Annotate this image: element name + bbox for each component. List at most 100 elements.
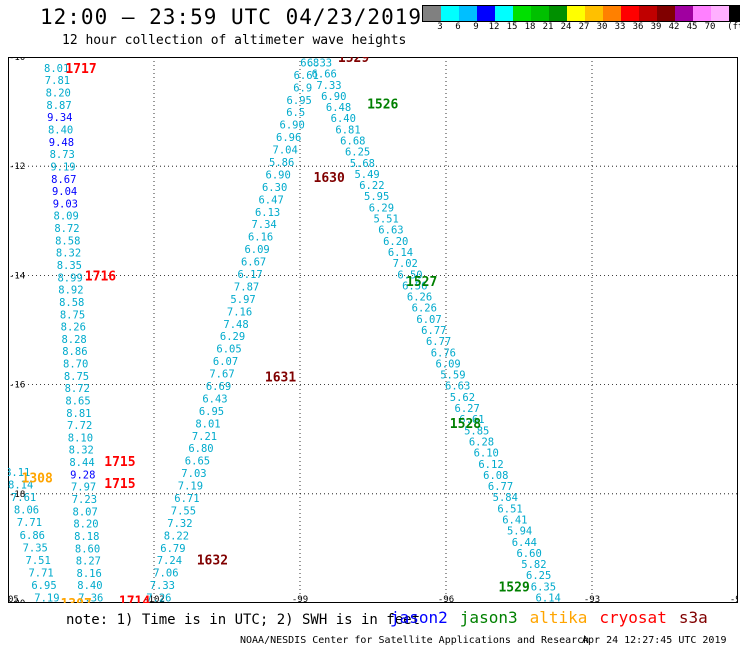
legend-swatch bbox=[549, 6, 567, 21]
wave-height-value: 6.65 bbox=[185, 456, 210, 468]
wave-height-value: 9.03 bbox=[53, 198, 78, 210]
legend-label: (ft) bbox=[727, 22, 740, 32]
wave-height-value: 7.03 bbox=[181, 468, 206, 480]
wave-height-value: 6.96 bbox=[276, 132, 301, 144]
wave-height-value: 8.72 bbox=[54, 223, 79, 235]
wave-height-value: 6.61 bbox=[459, 414, 484, 426]
legend-swatch bbox=[531, 6, 549, 21]
wave-height-value: 6.77 bbox=[488, 481, 513, 493]
wave-height-value: 9.04 bbox=[52, 186, 77, 198]
wave-height-value: 7.19 bbox=[178, 481, 203, 493]
legend-label: 15 bbox=[506, 22, 518, 32]
wave-height-value: 7.72 bbox=[67, 420, 92, 432]
satellite-legend-cryosat: cryosat bbox=[599, 608, 667, 627]
pass-time-label: 1714 bbox=[119, 594, 150, 603]
wave-height-value: 6.8 bbox=[300, 57, 319, 69]
pass-time-label: 1529 bbox=[338, 57, 369, 66]
legend-swatch bbox=[711, 6, 729, 21]
wave-height-value: 8.06 bbox=[14, 505, 39, 517]
legend-label: 70 bbox=[704, 22, 716, 32]
wave-height-value: 6.44 bbox=[512, 537, 537, 549]
pass-time-label: 1632 bbox=[197, 553, 228, 568]
wave-height-value: 6.81 bbox=[335, 124, 360, 136]
lat-tick-label: -10 bbox=[9, 57, 25, 63]
legend-swatch bbox=[657, 6, 675, 21]
lat-tick-label: -18 bbox=[9, 490, 25, 500]
pass-time-label: 1716 bbox=[85, 269, 116, 284]
legend-label: 42 bbox=[668, 22, 680, 32]
wave-height-value: 5.85 bbox=[464, 425, 489, 437]
wave-height-value: 6.80 bbox=[188, 443, 213, 455]
wave-height-value: 7.24 bbox=[157, 555, 182, 567]
legend-swatch bbox=[693, 6, 711, 21]
pass-time-label: 1717 bbox=[65, 62, 96, 77]
wave-height-value: 6.07 bbox=[416, 314, 441, 326]
wave-height-value: 8.16 bbox=[77, 568, 102, 580]
pass-time-label: 1307 bbox=[60, 597, 91, 603]
legend-label: 39 bbox=[650, 22, 662, 32]
wave-height-value: 7.32 bbox=[167, 518, 192, 530]
wave-height-value: 6.09 bbox=[435, 358, 460, 370]
wave-height-value: 6.09 bbox=[244, 244, 269, 256]
wave-height-value: 5.84 bbox=[493, 492, 518, 504]
wave-height-value: 6.90 bbox=[280, 120, 305, 132]
wave-height-value: 8.20 bbox=[46, 88, 71, 100]
wave-height-value: 6.95 bbox=[31, 580, 56, 592]
lat-tick-label: -20 bbox=[9, 599, 25, 603]
satellite-legend-altika: altika bbox=[529, 608, 588, 627]
pass-time-label: 1631 bbox=[265, 370, 296, 385]
wave-height-value: 8.26 bbox=[61, 322, 86, 334]
wave-height-value: 8.09 bbox=[54, 211, 79, 223]
wave-height-value: 8.32 bbox=[56, 248, 81, 260]
legend-label: 33 bbox=[614, 22, 626, 32]
wave-height-value: 7.48 bbox=[223, 319, 248, 331]
wave-height-value: 5.82 bbox=[521, 559, 546, 571]
map-title: 12:00 — 23:59 UTC 04/23/2019 bbox=[40, 5, 423, 29]
credit-line: NOAA/NESDIS Center for Satellite Applica… bbox=[240, 635, 590, 646]
wave-height-value: 6.08 bbox=[483, 470, 508, 482]
wave-height-value: 6.29 bbox=[220, 331, 245, 343]
legend-swatch bbox=[585, 6, 603, 21]
map-frame bbox=[8, 57, 738, 603]
legend-label: 27 bbox=[578, 22, 590, 32]
wave-height-value: 6.22 bbox=[359, 180, 384, 192]
wave-height-value: 7.21 bbox=[192, 431, 217, 443]
satellite-legend-jason3: jason3 bbox=[459, 608, 518, 627]
legend-label: 6 bbox=[455, 22, 461, 32]
wave-height-value: 5.62 bbox=[450, 392, 475, 404]
wave-height-value: 8.72 bbox=[65, 383, 90, 395]
wave-height-value: 6.63 bbox=[445, 381, 470, 393]
wave-height-value: 5.97 bbox=[230, 294, 255, 306]
legend-swatch bbox=[603, 6, 621, 21]
satellite-legend: jason2 jason3 altika cryosat s3a bbox=[390, 608, 708, 627]
wave-height-value: 6.5 bbox=[286, 107, 305, 119]
wave-height-value: 6.79 bbox=[160, 543, 185, 555]
pass-time-label: 1308 bbox=[22, 471, 53, 486]
pass-time-label: 1526 bbox=[367, 97, 398, 112]
legend-label: 3 bbox=[437, 22, 443, 32]
wave-height-value: 9.48 bbox=[49, 137, 74, 149]
wave-height-value: 6.60 bbox=[516, 548, 541, 560]
pass-time-label: 1527 bbox=[406, 275, 437, 290]
wave-height-value: 6.20 bbox=[383, 236, 408, 248]
legend-label: 30 bbox=[596, 22, 608, 32]
pass-time-label: 1528 bbox=[450, 417, 481, 432]
legend-label: 9 bbox=[473, 22, 479, 32]
wave-height-value: 7.33 bbox=[316, 80, 341, 92]
wave-height-value: 7.34 bbox=[251, 219, 276, 231]
satellite-legend-jason2: jason2 bbox=[390, 608, 448, 627]
wave-height-value: 5.49 bbox=[354, 169, 379, 181]
wave-height-value: 8.70 bbox=[63, 359, 88, 371]
wave-height-value: 8.01 bbox=[195, 418, 220, 430]
wave-height-value: 8.86 bbox=[62, 346, 87, 358]
lat-tick-label: -12 bbox=[9, 162, 25, 172]
wave-height-value: 8.11 bbox=[8, 467, 30, 479]
wave-height-value: 7.97 bbox=[71, 482, 96, 494]
wave-height-value: 7.71 bbox=[28, 567, 53, 579]
wave-height-value: 6.86 bbox=[20, 530, 45, 542]
legend-swatch bbox=[567, 6, 585, 21]
wave-height-value: 5.51 bbox=[374, 214, 399, 226]
wave-height-value: 6.48 bbox=[326, 102, 351, 114]
wave-height-value: 8.81 bbox=[66, 408, 91, 420]
